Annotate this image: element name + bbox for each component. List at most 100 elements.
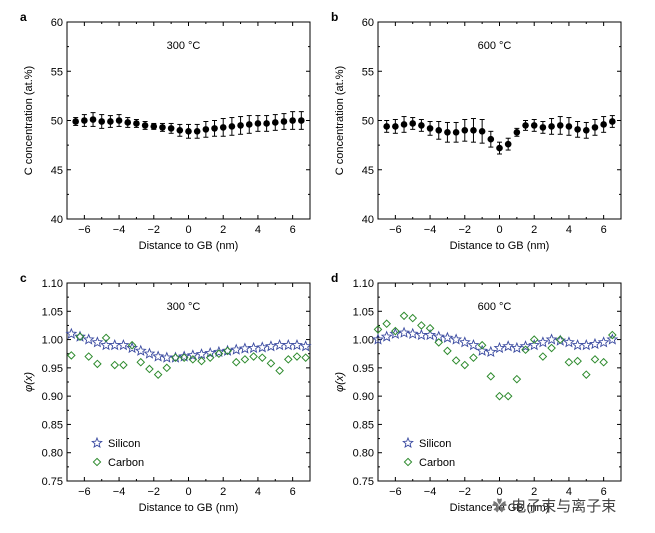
y-tick-label: 0.80 <box>353 448 374 460</box>
x-tick-label: 6 <box>601 486 607 498</box>
silicon-point <box>239 342 251 354</box>
carbon-point <box>590 355 600 364</box>
silicon-point <box>134 344 147 356</box>
carbon-point <box>223 346 232 356</box>
y-tick-label: 60 <box>51 17 63 29</box>
panel-label: c <box>20 271 27 285</box>
carbon-point <box>179 353 189 362</box>
data-point <box>496 144 503 152</box>
data-point <box>435 127 443 134</box>
silicon-point <box>117 339 130 351</box>
carbon-point <box>197 356 206 366</box>
carbon-point <box>171 353 180 362</box>
carbon-point <box>249 352 258 361</box>
carbon-point <box>205 353 215 362</box>
silicon-point <box>178 350 191 362</box>
data-point <box>478 128 486 135</box>
carbon-point <box>408 313 418 323</box>
x-tick-label: 6 <box>290 224 296 236</box>
carbon-point <box>608 330 617 340</box>
panel-c: c 0.75 0.80 0.85 0.90 0.95 1.00 1.05 1.10 −6 −4 −2 0… <box>20 271 312 514</box>
x-tick-label: −6 <box>389 224 402 236</box>
y-tick-label: 45 <box>362 165 374 177</box>
silicon-point <box>458 336 471 348</box>
x-tick-label: 4 <box>566 224 572 236</box>
carbon-point <box>110 360 120 370</box>
x-tick-label: 4 <box>566 486 572 498</box>
legend-label-silicon: Silicon <box>419 438 451 450</box>
x-tick-label: −6 <box>78 224 91 236</box>
data-point <box>487 135 495 143</box>
watermark-text: 电子束与离子束 <box>511 498 617 515</box>
silicon-point <box>195 348 208 360</box>
silicon-point <box>580 339 593 351</box>
carbon-point <box>75 332 85 342</box>
carbon-point <box>451 356 461 365</box>
data-point <box>185 128 192 135</box>
silicon-point <box>424 328 436 341</box>
x-tick-label: −6 <box>389 486 402 498</box>
data-point <box>452 129 460 136</box>
silicon-point <box>204 346 217 359</box>
carbon-point <box>599 357 608 367</box>
data-point <box>418 122 425 129</box>
data-point <box>98 118 106 125</box>
carbon-point <box>145 364 154 374</box>
silicon-point <box>265 340 277 352</box>
x-tick-label: 6 <box>290 486 296 498</box>
data-point <box>133 120 140 127</box>
data-point <box>89 116 97 123</box>
carbon-point <box>521 345 530 355</box>
x-tick-label: 2 <box>531 486 537 498</box>
silicon-point <box>398 326 410 338</box>
carbon-point <box>153 370 163 379</box>
carbon-point <box>67 351 76 360</box>
silicon-point <box>221 344 234 356</box>
data-point <box>81 117 88 124</box>
y-tick-label: 55 <box>362 66 374 78</box>
carbon-point <box>547 343 556 353</box>
data-point <box>383 123 390 130</box>
data-point <box>263 120 270 127</box>
silicon-point <box>597 336 610 348</box>
y-tick-label: 1.05 <box>353 306 374 318</box>
data-point <box>504 140 512 148</box>
silicon-point <box>65 327 78 339</box>
temperature-annotation: 600 °C <box>478 301 512 313</box>
x-tick-label: 2 <box>220 486 226 498</box>
silicon-point <box>510 341 523 354</box>
carbon-point <box>573 356 582 366</box>
silicon-point <box>230 343 243 355</box>
temperature-annotation: 300 °C <box>167 40 201 52</box>
silicon-point <box>476 344 489 356</box>
silicon-point <box>450 333 463 345</box>
silicon-point <box>169 351 182 363</box>
carbon-point <box>373 325 383 334</box>
data-point <box>176 127 184 134</box>
carbon-point <box>127 340 137 350</box>
silicon-point <box>186 349 199 361</box>
silicon-point <box>589 337 601 350</box>
panel-label: d <box>331 271 338 285</box>
y-tick-label: 0.85 <box>42 419 63 431</box>
y-tick-label: 0.95 <box>353 363 374 375</box>
carbon-point <box>460 360 470 370</box>
x-tick-label: 4 <box>255 486 261 498</box>
y-tick-label: 0.75 <box>42 476 63 488</box>
x-tick-label: −6 <box>78 486 91 498</box>
y-tick-label: 50 <box>362 116 374 128</box>
silicon-point <box>406 327 419 339</box>
data-point <box>444 129 451 136</box>
carbon-point <box>266 359 276 368</box>
panel-label: a <box>20 10 27 24</box>
silicon-point <box>536 336 549 348</box>
carbon-point <box>495 391 504 401</box>
data-point <box>150 123 158 130</box>
silicon-point <box>212 345 225 358</box>
y-tick-label: 45 <box>51 165 63 177</box>
data-point <box>289 117 296 124</box>
silicon-point <box>126 341 138 354</box>
carbon-point <box>292 352 302 361</box>
carbon-point <box>240 355 250 364</box>
carbon-point <box>503 391 513 401</box>
